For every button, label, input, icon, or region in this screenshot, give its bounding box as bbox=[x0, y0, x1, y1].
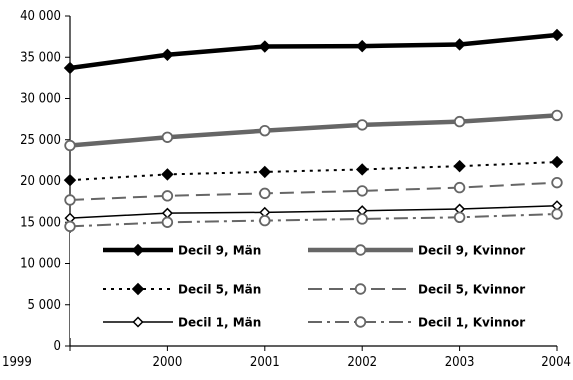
data-point bbox=[551, 176, 563, 189]
series-5 bbox=[64, 208, 563, 233]
y-tick-label: 10 000 bbox=[20, 257, 61, 272]
y-tick-label: 30 000 bbox=[20, 92, 61, 107]
series-line bbox=[69, 205, 558, 219]
data-point bbox=[64, 139, 76, 152]
data-point bbox=[161, 131, 174, 143]
y-tick-label: 5 000 bbox=[28, 298, 61, 313]
series-layer bbox=[63, 28, 564, 233]
y-tick-label: 0 bbox=[54, 339, 61, 354]
series-2 bbox=[63, 155, 564, 187]
data-point bbox=[551, 208, 563, 220]
data-point bbox=[453, 181, 466, 194]
legend-label: Decil 9, Män bbox=[178, 244, 261, 258]
data-point bbox=[551, 109, 563, 122]
x-tick-label: 2002 bbox=[347, 355, 377, 370]
legend-item: Decil 9, Kvinnor bbox=[308, 244, 525, 258]
y-tick-label: 40 000 bbox=[20, 9, 61, 24]
legend-label: Decil 9, Kvinnor bbox=[418, 244, 525, 258]
series-line bbox=[69, 32, 558, 71]
data-point bbox=[161, 48, 174, 61]
data-point bbox=[356, 185, 368, 197]
legend-item: Decil 1, Kvinnor bbox=[308, 316, 525, 330]
legend-label: Decil 5, Kvinnor bbox=[418, 283, 525, 297]
legend-label: Decil 1, Män bbox=[178, 316, 261, 330]
x-tick-label: 2004 bbox=[541, 355, 571, 370]
data-point bbox=[355, 39, 369, 53]
data-point bbox=[258, 40, 272, 53]
series-line bbox=[69, 181, 558, 201]
legend-item: Decil 9, Män bbox=[103, 244, 261, 258]
data-point bbox=[356, 213, 368, 225]
x-tick-label: 1999 bbox=[2, 355, 32, 370]
series-3 bbox=[64, 176, 563, 206]
legend-marker bbox=[131, 282, 145, 296]
legend-marker bbox=[354, 244, 367, 256]
data-point bbox=[453, 38, 466, 51]
data-point bbox=[161, 168, 174, 181]
x-tick-label: 2000 bbox=[153, 355, 183, 370]
legend-label: Decil 1, Kvinnor bbox=[418, 316, 525, 330]
data-point bbox=[259, 214, 271, 227]
data-point bbox=[550, 155, 564, 169]
legend-marker bbox=[132, 316, 144, 328]
legend-item: Decil 5, Män bbox=[103, 283, 261, 297]
data-point bbox=[161, 216, 174, 228]
x-tick-label: 2001 bbox=[250, 355, 280, 370]
data-point bbox=[64, 220, 76, 233]
data-point bbox=[161, 190, 174, 202]
data-point bbox=[259, 124, 271, 137]
legend: Decil 9, Män Decil 9, Kvinnor Decil 5, Män… bbox=[103, 244, 525, 330]
legend-marker bbox=[354, 316, 367, 328]
legend-item: Decil 1, Män bbox=[103, 316, 261, 330]
data-point bbox=[259, 187, 271, 200]
data-point bbox=[453, 115, 466, 128]
axes: 0 5 000 10 000 15 000 20 000 25 000 30 000 35 0… bbox=[2, 9, 571, 370]
data-point bbox=[258, 165, 272, 179]
data-point bbox=[63, 173, 77, 187]
data-point bbox=[550, 28, 564, 42]
data-point bbox=[356, 119, 368, 131]
y-tick-label: 25 000 bbox=[20, 133, 61, 148]
data-point bbox=[64, 194, 76, 206]
legend-marker bbox=[354, 283, 367, 295]
data-point bbox=[355, 163, 369, 176]
y-tick-label: 15 000 bbox=[20, 215, 61, 230]
series-line bbox=[69, 161, 558, 182]
legend-item: Decil 5, Kvinnor bbox=[308, 283, 525, 297]
data-point bbox=[63, 61, 77, 75]
legend-label: Decil 5, Män bbox=[178, 283, 261, 297]
y-tick-label: 35 000 bbox=[20, 50, 61, 65]
data-point bbox=[453, 159, 466, 173]
series-1 bbox=[64, 109, 563, 152]
series-line bbox=[69, 113, 558, 148]
series-0 bbox=[63, 28, 564, 75]
y-tick-label: 20 000 bbox=[20, 174, 61, 189]
series-line bbox=[69, 213, 558, 228]
x-tick-label: 2003 bbox=[445, 355, 475, 370]
data-point bbox=[453, 211, 466, 224]
legend-marker bbox=[131, 243, 145, 257]
